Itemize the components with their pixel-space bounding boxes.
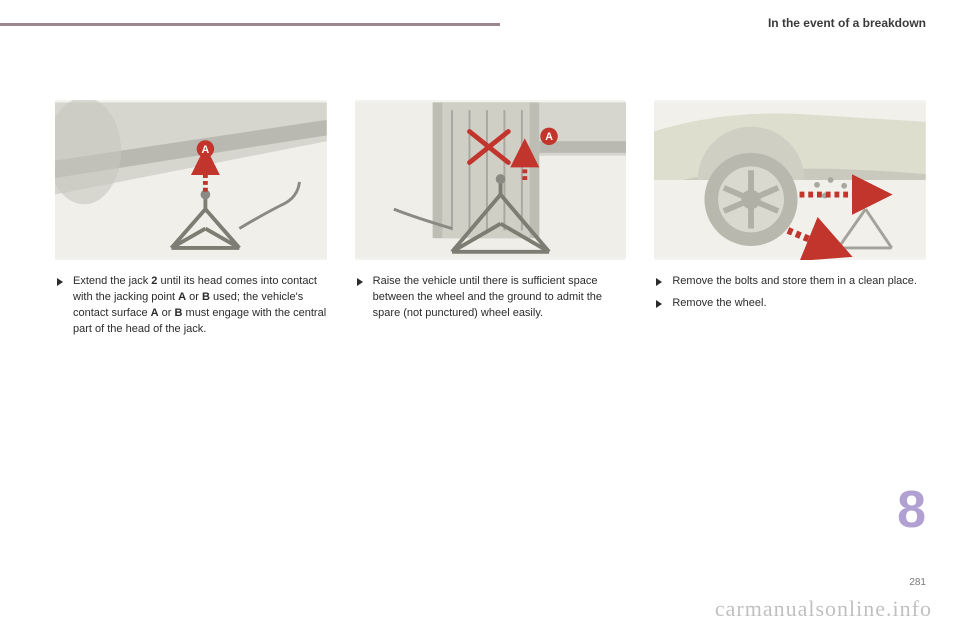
illustration-remove-wheel	[654, 100, 926, 260]
bullet-extend-jack: Extend the jack 2 until its head comes i…	[55, 274, 327, 338]
bullets-col-1: Extend the jack 2 until its head comes i…	[55, 274, 327, 338]
bullet-raise-vehicle: Raise the vehicle until there is suffici…	[355, 274, 627, 322]
header-title: In the event of a breakdown	[768, 16, 926, 30]
section-number: 8	[897, 480, 926, 540]
svg-text:A: A	[202, 144, 210, 156]
illustration-jack-wrong: A	[355, 100, 627, 260]
column-1: A Extend the jack 2 until its head comes…	[55, 100, 327, 344]
bullets-col-2: Raise the vehicle until there is suffici…	[355, 274, 627, 322]
bullet-remove-wheel: Remove the wheel.	[654, 296, 926, 312]
illustration-jack-contact: A	[55, 100, 327, 260]
bullets-col-3: Remove the bolts and store them in a cle…	[654, 274, 926, 312]
page-number: 281	[909, 577, 926, 588]
bullet-remove-bolts: Remove the bolts and store them in a cle…	[654, 274, 926, 290]
watermark: carmanualsonline.info	[715, 596, 932, 622]
content-columns: A Extend the jack 2 until its head comes…	[55, 100, 926, 344]
svg-text:A: A	[545, 131, 553, 143]
header-divider	[0, 23, 500, 26]
column-2: A Raise the vehicle until there is suffi…	[355, 100, 627, 344]
column-3: Remove the bolts and store them in a cle…	[654, 100, 926, 344]
